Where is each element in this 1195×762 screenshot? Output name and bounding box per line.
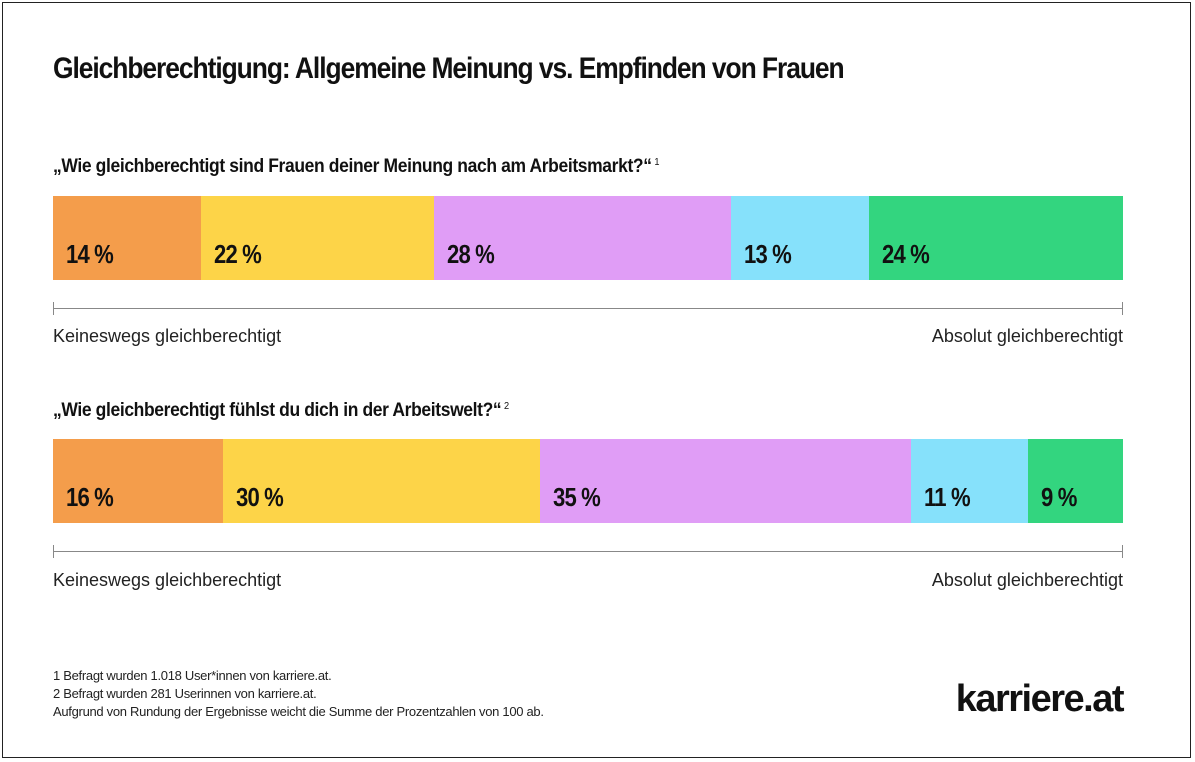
footnote-1: 1 Befragt wurden 1.018 User*innen von ka… xyxy=(53,668,332,683)
scale-right-label-2: Absolut gleichberechtigt xyxy=(931,570,1123,590)
bar-segment: 24 % xyxy=(868,196,1123,280)
bar-segment: 9 % xyxy=(1027,439,1123,523)
scale-left-label-1: Keineswegs gleichberechtigt xyxy=(53,326,282,346)
chart-title: Gleichberechtigung: Allgemeine Meinung v… xyxy=(53,52,845,85)
scale-axis-1 xyxy=(53,302,1123,315)
data-label: 11 % xyxy=(924,482,971,512)
bar-segment: 35 % xyxy=(540,439,912,523)
question-2: „Wie gleichberechtigt fühlst du dich in … xyxy=(53,400,509,422)
data-label: 24 % xyxy=(881,239,930,269)
bar-segment: 28 % xyxy=(434,196,731,280)
data-label: 22 % xyxy=(214,239,262,269)
scale-axis-2 xyxy=(53,545,1123,558)
question-2-text: „Wie gleichberechtigt fühlst du dich in … xyxy=(53,400,502,421)
footnote-2: 2 Befragt wurden 281 Userinnen von karri… xyxy=(53,686,317,701)
data-label: 13 % xyxy=(744,239,792,269)
bar-segment: 30 % xyxy=(222,439,541,523)
scale-left-label-2: Keineswegs gleichberechtigt xyxy=(53,570,282,590)
data-label: 16 % xyxy=(66,482,114,512)
bar-segment: 11 % xyxy=(911,439,1028,523)
stacked-bar-1: 14 % 22 % 28 % 13 % 24 % xyxy=(53,196,1123,280)
bar-segment: 22 % xyxy=(201,196,435,280)
question-1-text: „Wie gleichberechtigt sind Frauen deiner… xyxy=(53,156,652,177)
bar-segment: 16 % xyxy=(53,439,223,523)
footnote-ref-1: 1 xyxy=(654,156,660,168)
footnote-ref-2: 2 xyxy=(504,400,509,412)
bar-segment: 14 % xyxy=(53,196,202,280)
karriere-logo: karriere.at xyxy=(955,678,1125,720)
question-1: „Wie gleichberechtigt sind Frauen deiner… xyxy=(53,156,659,178)
data-label: 14 % xyxy=(66,239,114,269)
data-label: 30 % xyxy=(235,482,284,512)
data-label: 9 % xyxy=(1040,482,1077,512)
scale-right-label-1: Absolut gleichberechtigt xyxy=(931,326,1123,346)
data-label: 35 % xyxy=(553,482,601,512)
data-label: 28 % xyxy=(447,239,495,269)
footnote-rounding: Aufgrund von Rundung der Ergebnisse weic… xyxy=(53,704,544,719)
stacked-bar-2: 16 % 30 % 35 % 11 % 9 % xyxy=(53,439,1123,523)
bar-segment: 13 % xyxy=(731,196,869,280)
